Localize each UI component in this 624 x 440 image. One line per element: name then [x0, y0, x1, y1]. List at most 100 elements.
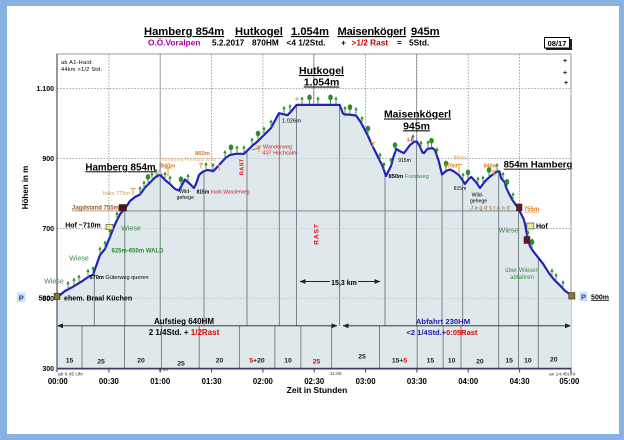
svg-text:437 Hochsalm: 437 Hochsalm: [262, 151, 298, 157]
svg-text:04:30: 04:30: [510, 377, 531, 386]
svg-text:11:05: 11:05: [330, 371, 342, 377]
svg-text:+: +: [563, 58, 567, 65]
svg-text:Hamberg 854m: Hamberg 854m: [85, 162, 156, 173]
svg-text:5+20: 5+20: [249, 358, 265, 365]
svg-text:15: 15: [505, 358, 513, 365]
svg-text:ehem. Braal Küchen: ehem. Braal Küchen: [64, 295, 132, 303]
svg-text:Maisenkögerl: Maisenkögerl: [338, 26, 407, 38]
svg-text:20: 20: [550, 357, 558, 364]
svg-text:ab 8.45 Uhr: ab 8.45 Uhr: [58, 372, 83, 378]
svg-text:03:00: 03:00: [356, 377, 377, 386]
svg-text:915m: 915m: [398, 158, 411, 164]
svg-text:300: 300: [42, 366, 54, 373]
svg-text:Hof: Hof: [536, 223, 548, 230]
svg-text:900: 900: [42, 156, 54, 163]
svg-text:15: 15: [66, 358, 74, 365]
svg-text:05:00: 05:00: [559, 377, 580, 386]
svg-text:870HM: 870HM: [252, 38, 279, 48]
svg-text:500m: 500m: [591, 294, 609, 301]
svg-text:01:00: 01:00: [150, 377, 171, 386]
svg-text:Abfahrt 230HM: Abfahrt 230HM: [416, 317, 470, 326]
svg-text:Wild-: Wild-: [179, 189, 191, 195]
svg-text:500: 500: [39, 296, 51, 303]
svg-text:01:30: 01:30: [202, 377, 223, 386]
svg-text:860m: 860m: [454, 156, 467, 162]
svg-text:570m Güterweg queren: 570m Güterweg queren: [90, 275, 149, 281]
svg-text:P: P: [19, 293, 24, 302]
svg-text:<4 1/2Std.: <4 1/2Std.: [287, 38, 326, 48]
svg-text:500: 500: [42, 296, 54, 303]
svg-text:links 775m: links 775m: [103, 191, 130, 197]
svg-text:854m Hamberg: 854m Hamberg: [504, 160, 573, 171]
svg-text:945m: 945m: [403, 120, 430, 132]
svg-text:15,3 km: 15,3 km: [331, 280, 357, 287]
svg-text:+: +: [563, 70, 567, 77]
svg-text:25: 25: [177, 361, 185, 368]
svg-text:02:00: 02:00: [253, 377, 274, 386]
svg-text:04:00: 04:00: [458, 377, 479, 386]
svg-text:1.054m: 1.054m: [291, 26, 329, 38]
svg-text:840m: 840m: [484, 164, 498, 170]
svg-text:25: 25: [358, 354, 366, 361]
svg-text:Hundsweg Forstamt links: Hundsweg Forstamt links: [160, 157, 217, 163]
svg-text:Hutkogel: Hutkogel: [235, 26, 283, 38]
svg-text:00:00: 00:00: [48, 377, 69, 386]
svg-text:15+5: 15+5: [392, 358, 408, 365]
svg-text:P: P: [581, 293, 586, 302]
svg-text:Wanderweg: Wanderweg: [263, 145, 292, 151]
svg-text:1.100: 1.100: [36, 86, 54, 93]
svg-text:Hof ~710m: Hof ~710m: [65, 223, 101, 230]
svg-text:20: 20: [216, 358, 224, 365]
svg-text:Jagdstand 755m: Jagdstand 755m: [72, 206, 119, 212]
svg-text:10: 10: [284, 358, 292, 365]
svg-text:815m mark.Wanderweg: 815m mark.Wanderweg: [197, 190, 250, 196]
svg-text:gehege: gehege: [470, 199, 487, 205]
svg-text:815m: 815m: [454, 186, 467, 192]
svg-text:RAST: RAST: [239, 158, 245, 175]
svg-text:gehege: gehege: [177, 195, 194, 201]
svg-text:O.Ö.Voralpen: O.Ö.Voralpen: [148, 38, 200, 48]
svg-text:Jagdstand: Jagdstand: [470, 206, 511, 212]
svg-text:44km >1/2 Std.: 44km >1/2 Std.: [61, 67, 102, 73]
svg-text:25: 25: [313, 359, 321, 366]
svg-text:870m: 870m: [445, 163, 458, 169]
svg-text:Hamberg 854m: Hamberg 854m: [144, 26, 224, 38]
svg-text:20: 20: [137, 358, 145, 365]
svg-text:03:30: 03:30: [407, 377, 428, 386]
svg-text:02:30: 02:30: [304, 377, 325, 386]
svg-text:5.2.2017: 5.2.2017: [212, 38, 245, 48]
svg-text:25: 25: [97, 359, 105, 366]
svg-text:860m: 860m: [195, 151, 210, 157]
svg-text:ab A1-Haid:: ab A1-Haid:: [61, 60, 93, 66]
svg-text:1.054m: 1.054m: [304, 77, 340, 89]
svg-text:RAST: RAST: [314, 223, 321, 245]
svg-text:>1/2 Rast: >1/2 Rast: [352, 38, 389, 48]
svg-text:+: +: [564, 80, 568, 87]
svg-text:abfahren: abfahren: [510, 275, 534, 281]
svg-text:625m-650m WALD: 625m-650m WALD: [111, 249, 164, 255]
svg-text:00:30: 00:30: [99, 377, 120, 386]
svg-text:an 14:45Uhr: an 14:45Uhr: [549, 372, 576, 378]
svg-text:<2 1/4Std.+0:05Rast: <2 1/4Std.+0:05Rast: [407, 328, 478, 337]
svg-text:700: 700: [42, 226, 54, 233]
svg-text:=: =: [397, 38, 402, 48]
svg-text:5Std.: 5Std.: [409, 38, 429, 48]
svg-text:9.45: 9.45: [159, 367, 169, 373]
svg-text:840m: 840m: [161, 164, 176, 170]
svg-text:945m: 945m: [411, 26, 440, 38]
svg-text:Wild-: Wild-: [472, 193, 484, 199]
svg-text:Wiese: Wiese: [44, 278, 64, 286]
svg-text:15: 15: [427, 358, 435, 365]
svg-text:Höhen in m: Höhen in m: [21, 166, 30, 210]
svg-text:Hutkogel: Hutkogel: [299, 65, 344, 77]
svg-text:08/17: 08/17: [548, 39, 567, 48]
svg-text:Aufstieg 640HM: Aufstieg 640HM: [154, 317, 214, 326]
svg-text:Wiese: Wiese: [121, 225, 141, 233]
svg-text:10: 10: [524, 358, 532, 365]
svg-text:über Wiesen: über Wiesen: [505, 268, 539, 274]
svg-text:850m Forstweg: 850m Forstweg: [389, 174, 429, 180]
svg-text:2 1/4Std. + 1/2Rast: 2 1/4Std. + 1/2Rast: [149, 328, 220, 337]
svg-text:+: +: [341, 38, 346, 48]
svg-text:Wiese: Wiese: [69, 255, 89, 263]
